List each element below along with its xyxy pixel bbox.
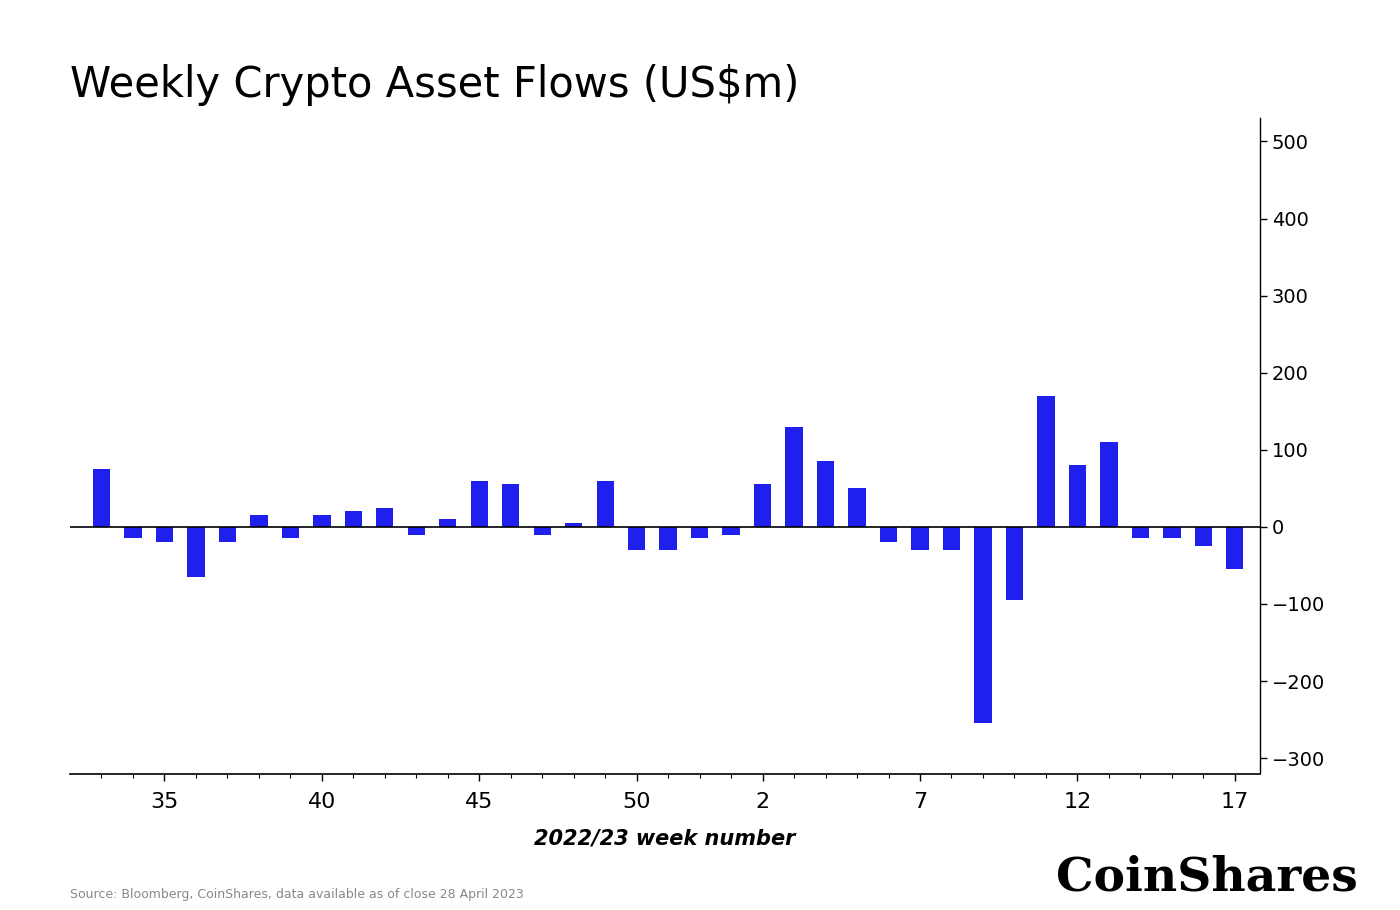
- Bar: [344, 511, 363, 527]
- Bar: [1163, 527, 1180, 539]
- Bar: [785, 427, 802, 527]
- Bar: [188, 527, 204, 577]
- Bar: [281, 527, 300, 539]
- Bar: [816, 461, 834, 527]
- Text: Weekly Crypto Asset Flows (US$m): Weekly Crypto Asset Flows (US$m): [70, 64, 799, 106]
- Bar: [1194, 527, 1212, 546]
- X-axis label: 2022/23 week number: 2022/23 week number: [535, 828, 795, 848]
- Bar: [942, 527, 960, 550]
- Bar: [470, 480, 489, 527]
- Bar: [92, 469, 111, 527]
- Bar: [692, 527, 708, 539]
- Bar: [629, 527, 645, 550]
- Bar: [251, 515, 267, 527]
- Bar: [440, 519, 456, 527]
- Bar: [722, 527, 739, 534]
- Bar: [218, 527, 237, 542]
- Text: CoinShares: CoinShares: [1056, 854, 1358, 901]
- Bar: [566, 523, 582, 527]
- Bar: [503, 484, 519, 527]
- Bar: [314, 515, 330, 527]
- Bar: [1037, 396, 1054, 527]
- Bar: [407, 527, 426, 534]
- Bar: [155, 527, 174, 542]
- Text: Source: Bloomberg, CoinShares, data available as of close 28 April 2023: Source: Bloomberg, CoinShares, data avai…: [70, 888, 524, 901]
- Bar: [125, 527, 141, 539]
- Bar: [377, 508, 393, 527]
- Bar: [1100, 442, 1117, 527]
- Bar: [533, 527, 550, 534]
- Bar: [879, 527, 897, 542]
- Bar: [848, 489, 865, 527]
- Bar: [596, 480, 613, 527]
- Bar: [1005, 527, 1023, 600]
- Bar: [659, 527, 676, 550]
- Bar: [974, 527, 991, 723]
- Bar: [1131, 527, 1149, 539]
- Bar: [1068, 465, 1086, 527]
- Bar: [1226, 527, 1243, 570]
- Bar: [755, 484, 771, 527]
- Bar: [911, 527, 928, 550]
